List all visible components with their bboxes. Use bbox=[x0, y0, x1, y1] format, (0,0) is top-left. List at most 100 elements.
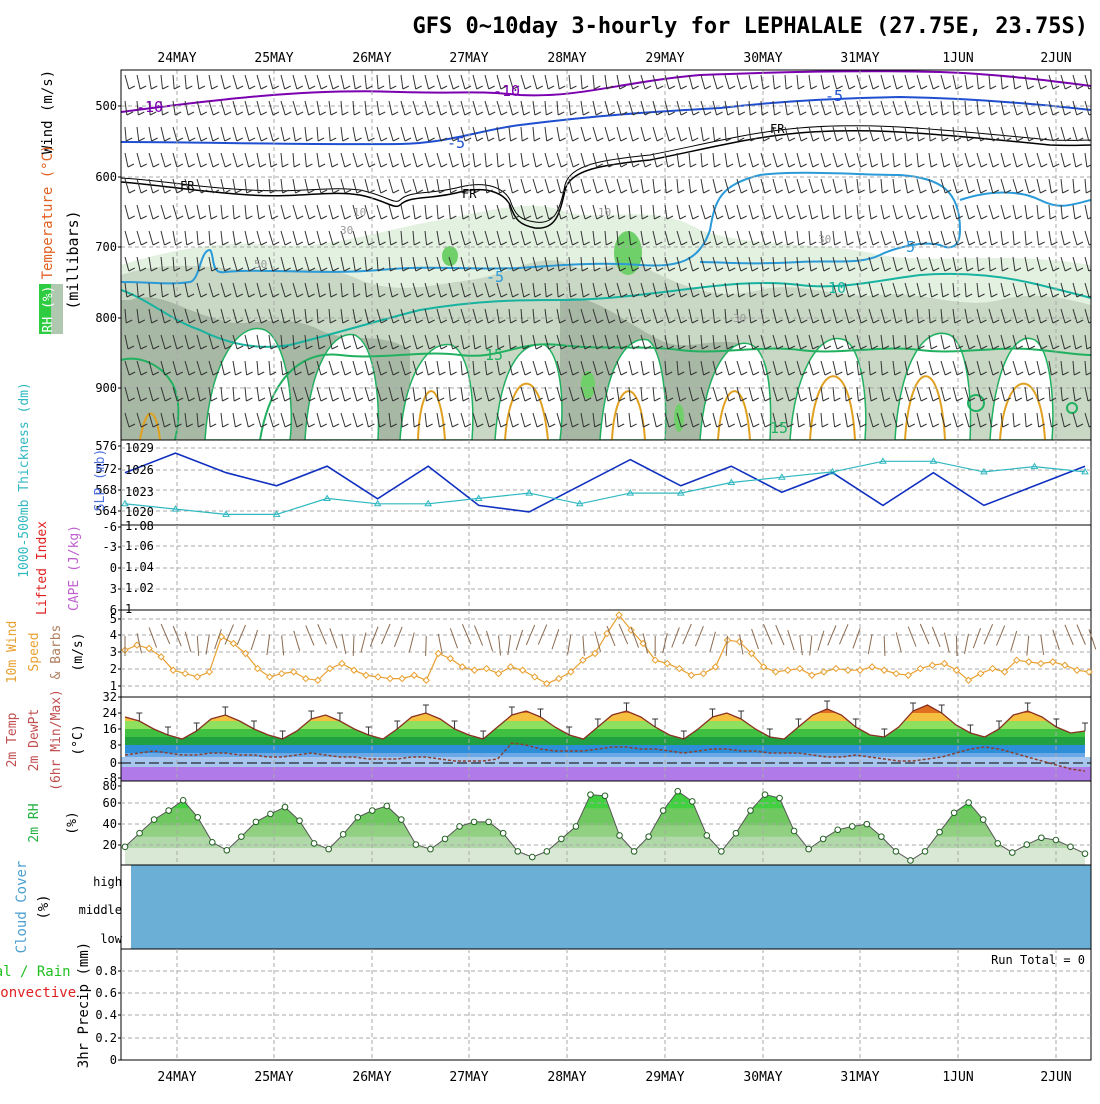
wind-barb-flag bbox=[320, 112, 326, 115]
wind10-barb bbox=[683, 624, 692, 644]
wind-barb-flag bbox=[151, 86, 157, 89]
wind-barb bbox=[581, 101, 583, 115]
rh2m-point bbox=[893, 849, 899, 855]
wind-barb-flag bbox=[345, 216, 351, 219]
wind10-barb bbox=[932, 627, 940, 647]
wind-barb-flag bbox=[897, 112, 903, 115]
wind10-barb bbox=[161, 624, 170, 644]
wind-barb bbox=[1049, 101, 1053, 115]
tick-rh2m-0: 80 bbox=[103, 779, 117, 793]
wind-barb bbox=[701, 75, 705, 89]
wind-barb-flag bbox=[379, 112, 385, 115]
wind-barb bbox=[605, 127, 609, 141]
wind-barb-flag bbox=[405, 138, 411, 141]
wind-barb-flag bbox=[908, 190, 914, 193]
wind-barb-flag bbox=[331, 112, 337, 115]
wind-barb-flag bbox=[837, 112, 843, 115]
rh2m-point bbox=[820, 836, 826, 842]
wind-barb-flag bbox=[165, 190, 171, 193]
wind-barb bbox=[977, 101, 979, 115]
date-bottom-0: 24MAY bbox=[157, 1070, 196, 1085]
wind-barb-flag bbox=[1017, 112, 1023, 115]
wind-barb-flag bbox=[139, 138, 145, 141]
wind-barb bbox=[929, 205, 933, 219]
wind-barb bbox=[485, 75, 489, 89]
wind-barb-flag bbox=[309, 112, 315, 115]
wind-barb-flag bbox=[523, 164, 529, 167]
wind-barb bbox=[269, 205, 272, 219]
wind-barb bbox=[293, 231, 297, 245]
rh2m-point bbox=[1068, 844, 1074, 850]
wind-barb bbox=[797, 231, 799, 245]
wind-barb-flag bbox=[272, 216, 278, 219]
wind-barb-flag bbox=[356, 138, 362, 141]
wind-barb-flag bbox=[813, 190, 819, 193]
wind-barb-flag bbox=[812, 216, 818, 219]
wind-barb bbox=[689, 127, 692, 141]
wind-barb-flag bbox=[1089, 242, 1095, 245]
wind-barb bbox=[917, 205, 921, 219]
wind-barb bbox=[185, 127, 189, 141]
rh2m-point bbox=[122, 844, 128, 850]
wind-barb-flag bbox=[585, 138, 591, 141]
wind-barb bbox=[1085, 127, 1089, 141]
frame-wind10 bbox=[121, 610, 1091, 697]
wind-barb-flag bbox=[417, 164, 423, 167]
wind-barb bbox=[929, 75, 933, 89]
wind10-barb bbox=[764, 624, 772, 644]
wind-barb-flag bbox=[1016, 216, 1022, 219]
wind10-point bbox=[857, 667, 863, 673]
wind-barb bbox=[365, 101, 366, 115]
wind-barb-flag bbox=[212, 86, 218, 89]
wind-barb-flag bbox=[273, 138, 279, 141]
wind10-barb bbox=[487, 631, 493, 651]
ylabel-wind10-3: & Barbs bbox=[49, 625, 64, 680]
wind-barb bbox=[857, 205, 858, 219]
wind-barb-flag bbox=[381, 164, 387, 167]
wind-barb-flag bbox=[128, 164, 134, 167]
wind-barb bbox=[653, 127, 657, 141]
wind10-barb bbox=[330, 628, 337, 648]
wind-barb-flag bbox=[429, 164, 435, 167]
wind-barb-flag bbox=[813, 138, 819, 141]
wind-barb-flag bbox=[657, 164, 663, 167]
wind-barb bbox=[593, 153, 597, 167]
wind-barb-flag bbox=[141, 190, 147, 193]
wind-barb bbox=[977, 75, 978, 89]
wind-barb-flag bbox=[162, 112, 168, 115]
wind-barb bbox=[629, 179, 632, 193]
label-rh-30-c: 30 bbox=[733, 312, 746, 325]
wind-barb-flag bbox=[405, 190, 411, 193]
run-total: Run Total = 0 bbox=[991, 953, 1085, 967]
rh2m-point bbox=[762, 792, 768, 798]
wind-barb bbox=[509, 101, 513, 115]
wind-barb bbox=[545, 75, 548, 89]
wind-barb-flag bbox=[319, 164, 325, 167]
wind10-barb bbox=[450, 628, 457, 648]
wind-barb-flag bbox=[787, 112, 793, 115]
wind-barb-flag bbox=[693, 216, 699, 219]
rh2m-point bbox=[675, 788, 681, 794]
wind-barb bbox=[365, 75, 366, 89]
wind-barb bbox=[521, 179, 525, 193]
tick-precip-1: 0.6 bbox=[95, 986, 117, 1000]
wind-barb-flag bbox=[1065, 164, 1071, 167]
wind-barb bbox=[209, 153, 213, 167]
wind-barb-flag bbox=[909, 112, 915, 115]
rh2m-point bbox=[908, 858, 914, 864]
wind-barb bbox=[569, 153, 573, 167]
wind-barb bbox=[197, 75, 199, 89]
tick-upper-4: 900 bbox=[95, 381, 117, 395]
wind-barb-flag bbox=[679, 164, 685, 167]
wind10-point bbox=[941, 661, 947, 667]
wind-barb bbox=[749, 205, 753, 219]
ylabel-slp: SLP (mb) bbox=[93, 449, 108, 512]
wind-barb-flag bbox=[549, 164, 555, 167]
wind-barb-flag bbox=[499, 138, 505, 141]
wind-barb bbox=[305, 179, 308, 193]
wind-barb-flag bbox=[801, 138, 807, 141]
wind-barb-flag bbox=[825, 112, 831, 115]
wind-barb bbox=[413, 179, 417, 193]
wind-barb-flag bbox=[415, 216, 421, 219]
rh2m-point bbox=[253, 819, 259, 825]
